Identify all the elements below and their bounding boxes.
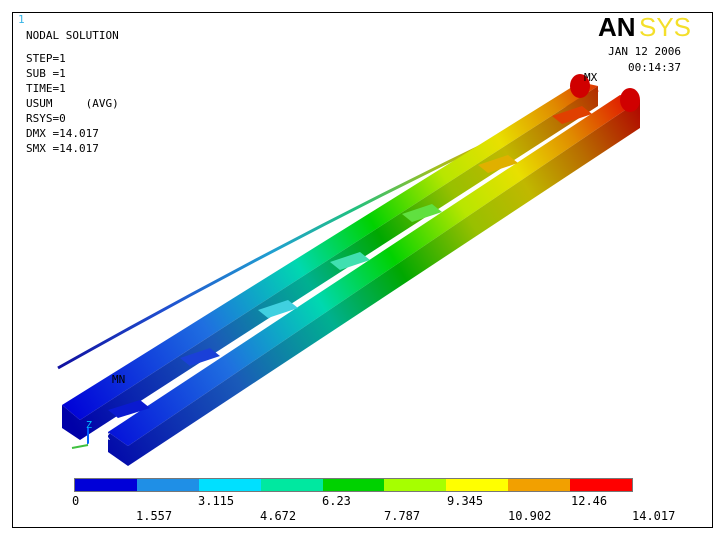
legend-label-top-2: 6.23 xyxy=(322,494,351,508)
triad-x-label: X xyxy=(104,432,110,443)
cross-member xyxy=(402,204,442,222)
triad-y-label: Y xyxy=(68,436,74,447)
legend-color-segment xyxy=(198,479,261,491)
info-usum: USUM (AVG) xyxy=(26,97,119,110)
max-label: MX xyxy=(584,71,598,84)
min-label: MN xyxy=(112,373,125,386)
legend-color-segment xyxy=(446,479,509,491)
info-smx: SMX =14.017 xyxy=(26,142,99,155)
legend-label-bottom-2: 7.787 xyxy=(384,509,421,523)
legend-color-segment xyxy=(322,479,385,491)
legend-label-bottom-1: 4.672 xyxy=(260,509,297,523)
time-label: 00:14:37 xyxy=(628,61,681,74)
triad-z-label: Z xyxy=(86,420,92,431)
info-sub: SUB =1 xyxy=(26,67,66,80)
logo-sys-text: SYS xyxy=(639,12,691,42)
graphics-window-frame xyxy=(12,12,713,528)
triad-y-axis xyxy=(71,444,89,449)
info-dmx: DMX =14.017 xyxy=(26,127,99,140)
left-rail-top xyxy=(62,82,598,420)
window-number: 1 xyxy=(18,13,25,26)
contour-legend-bar xyxy=(74,478,633,492)
info-step: STEP=1 xyxy=(26,52,66,65)
legend-label-top-4: 12.46 xyxy=(571,494,608,508)
cross-member xyxy=(108,400,150,418)
legend-color-segment xyxy=(260,479,323,491)
legend-color-segment xyxy=(75,479,137,491)
legend-label-bottom-0: 1.557 xyxy=(136,509,173,523)
info-time: TIME=1 xyxy=(26,82,66,95)
legend-color-segment xyxy=(136,479,199,491)
cross-member xyxy=(258,300,298,318)
end-lug xyxy=(620,88,640,112)
triad-x-axis xyxy=(87,437,103,446)
legend-label-top-1: 3.115 xyxy=(198,494,235,508)
legend-label-bottom-3: 10.902 xyxy=(508,509,552,523)
legend-label-bottom-4: 14.017 xyxy=(632,509,676,523)
legend-color-segment xyxy=(570,479,633,491)
cross-member xyxy=(478,155,518,173)
end-lug xyxy=(570,74,590,98)
legend-color-segment xyxy=(384,479,447,491)
right-rail-top xyxy=(108,95,640,446)
ansys-logo: AN SYS xyxy=(598,12,691,42)
cross-member xyxy=(180,348,220,366)
cross-member xyxy=(552,106,592,124)
legend-color-segment xyxy=(508,479,571,491)
logo-an-text: AN xyxy=(598,12,636,42)
cross-member xyxy=(330,252,370,270)
info-title: NODAL SOLUTION xyxy=(26,29,119,42)
left-rail-end xyxy=(62,405,80,440)
info-rsys: RSYS=0 xyxy=(26,112,66,125)
legend-label-top-3: 9.345 xyxy=(447,494,484,508)
date-label: JAN 12 2006 xyxy=(608,45,681,58)
legend-label-top-0: 0 xyxy=(72,494,80,508)
right-rail-end xyxy=(108,432,128,466)
right-rail-side xyxy=(128,100,640,466)
